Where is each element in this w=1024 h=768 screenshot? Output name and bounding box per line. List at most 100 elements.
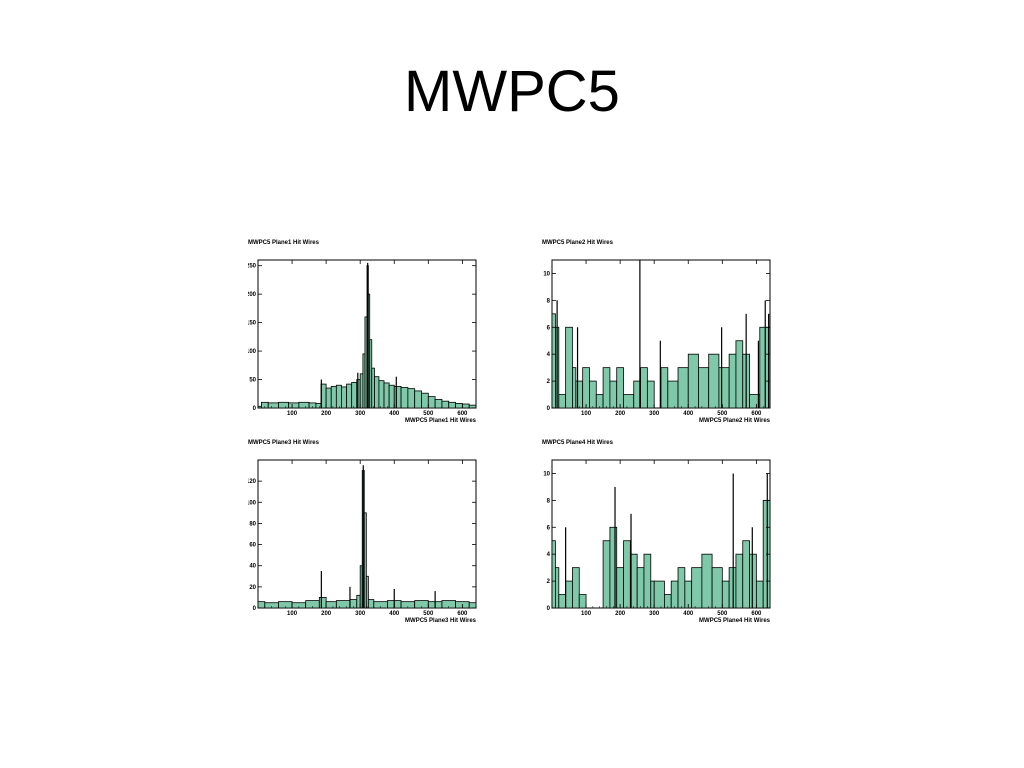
histogram-bin [643,553,652,609]
y-tick-label: 2 [547,579,551,585]
histogram-bin [335,600,351,609]
histogram-bin [257,601,266,609]
x-tick-label: 200 [615,411,626,417]
y-tick-label: 200 [248,292,257,298]
histogram-bin [755,580,764,609]
histogram-bin [551,313,556,409]
histogram-bin [388,384,395,409]
x-tick-label: 400 [389,611,400,617]
histogram-bin [335,384,342,409]
y-tick-label: 0 [253,406,257,412]
histogram-bin [623,394,635,409]
histogram-bin [636,567,645,609]
histogram-bin [718,367,730,409]
histogram-bin [650,580,655,609]
histogram-bin [701,553,713,609]
histogram-bin [461,403,470,409]
histogram-plane2: 100 200 300 400 500 600 0 2 4 6 8 10 MWPC5 Plane2 Hi… [543,259,771,424]
histogram-bin [664,594,672,609]
x-tick-label: 600 [751,411,762,417]
histogram-bin [708,353,720,409]
histogram-bin [363,512,367,609]
histogram-bin [421,392,429,409]
histogram-bin [667,380,679,409]
histogram-bin [558,394,567,409]
histogram-bin [407,388,416,409]
histogram-bin [677,367,689,409]
histogram-plane3: 100 200 300 400 500 600 0 20 40 60 80 100 120 MWPC5 P… [248,459,477,624]
x-tick-label: 100 [581,611,592,617]
histogram-bin [267,402,279,409]
histogram-bin [735,340,744,409]
histogram-bin [371,367,375,409]
histogram-bin [578,594,587,609]
histogram-bin [441,400,450,409]
x-tick-label: 600 [457,611,468,617]
histogram-bin [623,540,631,609]
y-tick-label: 60 [249,543,256,549]
histogram-bin [595,394,604,409]
histogram-bin [728,567,737,609]
y-tick-label: 0 [253,606,257,612]
x-axis-title: MWPC5 Plane1 Hit Wires [405,418,477,424]
histogram-bin [749,553,757,609]
histogram-bin [434,399,443,409]
chart-panel-plane3: MWPC5 Plane3 Hit Wires 100 200 300 400 500 60… [248,440,488,630]
histogram-bin [565,326,573,409]
histogram-bin [427,396,436,409]
x-tick-label: 600 [751,611,762,617]
x-tick-label: 100 [287,411,298,417]
histogram-bin [582,367,590,409]
histogram-bin [602,367,611,409]
x-tick-label: 400 [683,611,694,617]
histogram-bin [346,383,353,409]
y-tick-label: 20 [249,585,256,591]
x-tick-label: 500 [717,611,728,617]
x-tick-label: 100 [287,611,298,617]
x-tick-label: 200 [321,411,332,417]
histogram-bin [677,567,686,609]
histogram-bin [555,567,560,609]
histogram-bin [640,367,648,409]
x-tick-label: 500 [423,611,434,617]
histogram-bin [589,380,597,409]
histogram-bin [341,386,347,409]
histogram-bin [711,567,723,609]
chart-title: MWPC5 Plane3 Hit Wires [248,440,319,446]
y-tick-label: 6 [547,525,551,531]
x-tick-label: 300 [649,611,660,617]
histogram-bin [278,401,290,409]
histogram-bin [660,367,669,409]
histogram-bin [616,367,624,409]
y-tick-label: 8 [547,298,551,304]
histogram-bin [691,567,703,609]
histogram-bin [602,540,611,609]
histogram-bin [616,567,624,609]
histogram-bin [315,403,322,409]
y-tick-label: 0 [547,606,551,612]
histogram-bin [378,380,385,409]
histogram-bin [698,367,710,409]
histogram-bin [653,580,665,609]
y-tick-label: 250 [248,264,257,270]
x-tick-label: 300 [355,411,366,417]
y-tick-label: 10 [543,471,550,477]
histogram-bin [468,404,477,409]
histogram-bin [670,580,679,609]
histogram-bin [325,601,337,609]
x-tick-label: 500 [717,411,728,417]
histogram-bin [551,540,556,609]
y-tick-label: 10 [543,271,550,277]
histogram-bin [400,387,409,409]
histogram-bin [393,385,402,409]
histogram-bin [468,602,477,609]
histogram-bin [609,380,618,409]
histogram-bin [721,580,730,609]
x-tick-label: 600 [457,411,468,417]
x-tick-label: 200 [615,611,626,617]
histogram-bin [687,353,699,409]
chart-title: MWPC5 Plane4 Hit Wires [542,440,613,446]
x-tick-label: 300 [355,611,366,617]
histogram-bin [572,367,577,409]
y-tick-label: 50 [249,378,256,384]
